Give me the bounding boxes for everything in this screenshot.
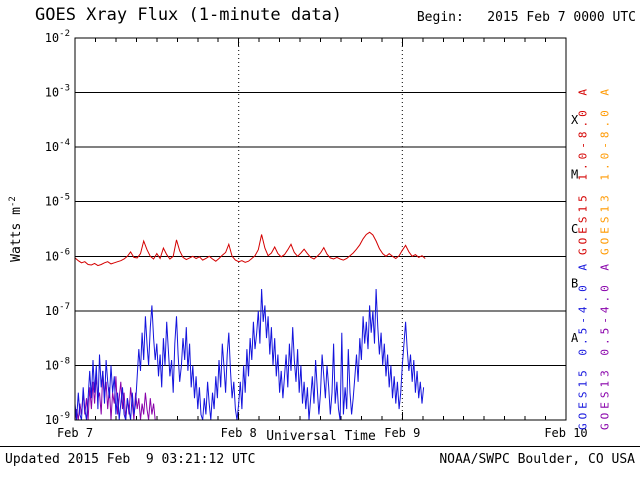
footer-divider [0,446,640,447]
begin-timestamp: Begin: 2015 Feb 7 0000 UTC [416,10,636,25]
y-tick-label: 10-5 [45,193,70,209]
x-tick-label: Feb 7 [57,426,93,440]
x-tick-label: Feb 10 [544,426,587,440]
flare-class-C: C [571,222,578,236]
y-tick-label: 10-8 [45,356,70,372]
y-tick-label: 10-9 [45,411,70,427]
flare-class-X: X [571,113,579,127]
y-tick-label: 10-4 [45,138,70,154]
x-tick-label: Feb 8 [221,426,257,440]
source-text: NOAA/SWPC Boulder, CO USA [439,452,635,467]
flare-class-A: A [571,331,579,345]
y-tick-label: 10-7 [45,302,70,318]
y-tick-label: 10-3 [45,84,70,100]
flare-class-M: M [571,167,578,181]
page-title: GOES Xray Flux (1-minute data) [35,5,343,25]
legend-goes13-short: GOES13 0.5-4.0 A [598,260,612,430]
legend-goes13-long: GOES13 1.0-8.0 A [598,85,612,255]
legend-goes15-long: GOES15 1.0-8.0 A [576,85,590,255]
flare-class-B: B [571,277,578,291]
x-tick-label: Feb 9 [384,426,420,440]
trace-goes15-long [74,231,426,267]
x-axis-label: Universal Time [266,429,376,444]
updated-text: Updated 2015 Feb 9 03:21:12 UTC [5,452,256,467]
y-tick-label: 10-2 [45,29,70,45]
legend-goes15-short: GOES15 0.5-4.0 A [576,260,590,430]
y-tick-label: 10-6 [45,247,70,263]
trace-goes15-short [74,288,425,421]
plot-frame [74,37,567,421]
